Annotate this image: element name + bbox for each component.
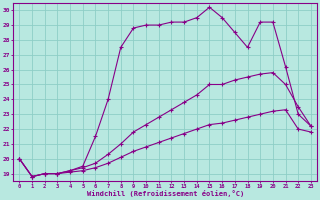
X-axis label: Windchill (Refroidissement éolien,°C): Windchill (Refroidissement éolien,°C) (86, 190, 244, 197)
